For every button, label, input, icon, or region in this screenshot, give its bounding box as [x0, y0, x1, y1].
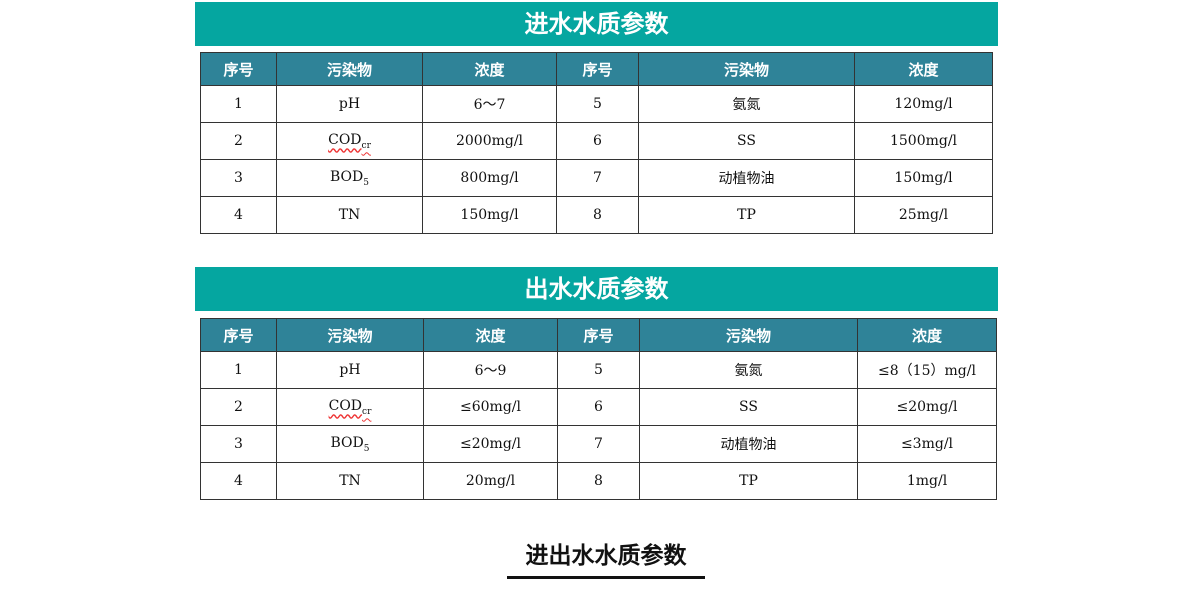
index-cell: 4	[200, 462, 277, 500]
pollutant-cell: CODcr	[276, 388, 424, 426]
pollutant-subscript: cr	[362, 406, 372, 417]
index-cell: 6	[557, 388, 640, 426]
index-cell: 3	[200, 159, 277, 197]
pollutant-cell: TP	[639, 462, 858, 500]
index-cell: 8	[556, 196, 639, 234]
pollutant-cell: SS	[638, 122, 855, 160]
index-cell: 2	[200, 122, 277, 160]
column-header: 浓度	[854, 52, 993, 86]
index-cell: 7	[557, 425, 640, 463]
pollutant-cell: 氨氮	[639, 351, 858, 389]
column-header: 序号	[200, 52, 277, 86]
concentration-cell: 6～9	[423, 351, 558, 389]
table-row: 3 BOD5 ≤20mg/l 7 动植物油 ≤3mg/l	[200, 425, 997, 463]
pollutant-cell: TP	[638, 196, 855, 234]
column-header: 序号	[557, 318, 640, 352]
inlet-quality-table: 序号 污染物 浓度 序号 污染物 浓度 1 pH 6～7 5 氨氮 120mg/l 2 CODcr 200…	[200, 52, 993, 234]
concentration-cell: 2000mg/l	[422, 122, 557, 160]
table-row: 1 pH 6～9 5 氨氮 ≤8（15）mg/l	[200, 351, 997, 389]
column-header: 浓度	[857, 318, 997, 352]
concentration-cell: 1mg/l	[857, 462, 997, 500]
column-header: 污染物	[639, 318, 858, 352]
column-header: 序号	[200, 318, 277, 352]
index-cell: 2	[200, 388, 277, 426]
index-cell: 3	[200, 425, 277, 463]
pollutant-cell: SS	[639, 388, 858, 426]
index-cell: 1	[200, 85, 277, 123]
pollutant-cell: TN	[276, 462, 424, 500]
column-header: 污染物	[276, 52, 423, 86]
pollutant-cell: BOD5	[276, 425, 424, 463]
inlet-title-banner: 进水水质参数	[195, 2, 998, 46]
pollutant-name: pH	[338, 96, 361, 112]
column-header: 浓度	[422, 52, 557, 86]
concentration-cell: 1500mg/l	[854, 122, 993, 160]
outlet-title-banner: 出水水质参数	[195, 267, 998, 311]
index-cell: 8	[557, 462, 640, 500]
column-header: 浓度	[423, 318, 558, 352]
column-header: 序号	[556, 52, 639, 86]
concentration-cell: 120mg/l	[854, 85, 993, 123]
concentration-cell: ≤20mg/l	[857, 388, 997, 426]
index-cell: 1	[200, 351, 277, 389]
table-row: 4 TN 20mg/l 8 TP 1mg/l	[200, 462, 997, 500]
table-row: 1 pH 6～7 5 氨氮 120mg/l	[200, 85, 993, 123]
pollutant-cell: 动植物油	[639, 425, 858, 463]
table-row: 3 BOD5 800mg/l 7 动植物油 150mg/l	[200, 159, 993, 197]
pollutant-subscript: 5	[363, 443, 370, 454]
table-row: 4 TN 150mg/l 8 TP 25mg/l	[200, 196, 993, 234]
concentration-cell: 150mg/l	[422, 196, 557, 234]
pollutant-name: TN	[339, 473, 361, 489]
table-row: 2 CODcr 2000mg/l 6 SS 1500mg/l	[200, 122, 993, 160]
pollutant-cell: 动植物油	[638, 159, 855, 197]
header-row: 序号 污染物 浓度 序号 污染物 浓度	[200, 318, 997, 352]
concentration-cell: 150mg/l	[854, 159, 993, 197]
concentration-cell: ≤20mg/l	[423, 425, 558, 463]
column-header: 污染物	[638, 52, 855, 86]
header-row: 序号 污染物 浓度 序号 污染物 浓度	[200, 52, 993, 86]
pollutant-cell: BOD5	[276, 159, 423, 197]
pollutant-name: TN	[338, 207, 361, 223]
concentration-cell: 20mg/l	[423, 462, 558, 500]
concentration-cell: 6～7	[422, 85, 557, 123]
index-cell: 5	[557, 351, 640, 389]
pollutant-cell: pH	[276, 85, 423, 123]
index-cell: 4	[200, 196, 277, 234]
concentration-cell: 25mg/l	[854, 196, 993, 234]
footer-underline	[507, 576, 705, 579]
index-cell: 5	[556, 85, 639, 123]
pollutant-cell: pH	[276, 351, 424, 389]
pollutant-name: pH	[339, 362, 361, 378]
concentration-cell: ≤60mg/l	[423, 388, 558, 426]
index-cell: 6	[556, 122, 639, 160]
concentration-cell: ≤3mg/l	[857, 425, 997, 463]
pollutant-name: BOD	[330, 434, 364, 451]
footer-title: 进出水水质参数	[525, 543, 687, 569]
index-cell: 7	[556, 159, 639, 197]
pollutant-cell: 氨氮	[638, 85, 855, 123]
column-header: 污染物	[276, 318, 424, 352]
concentration-cell: 800mg/l	[422, 159, 557, 197]
outlet-quality-table: 序号 污染物 浓度 序号 污染物 浓度 1 pH 6～9 5 氨氮 ≤8（15）mg/l 2 CODcr…	[200, 318, 997, 500]
pollutant-cell: TN	[276, 196, 423, 234]
pollutant-subscript: 5	[363, 177, 369, 188]
pollutant-name: COD	[328, 131, 362, 148]
pollutant-name: COD	[328, 397, 363, 414]
concentration-cell: ≤8（15）mg/l	[857, 351, 997, 389]
pollutant-cell: CODcr	[276, 122, 423, 160]
pollutant-subscript: cr	[361, 140, 371, 151]
table-row: 2 CODcr ≤60mg/l 6 SS ≤20mg/l	[200, 388, 997, 426]
pollutant-name: BOD	[330, 168, 364, 185]
